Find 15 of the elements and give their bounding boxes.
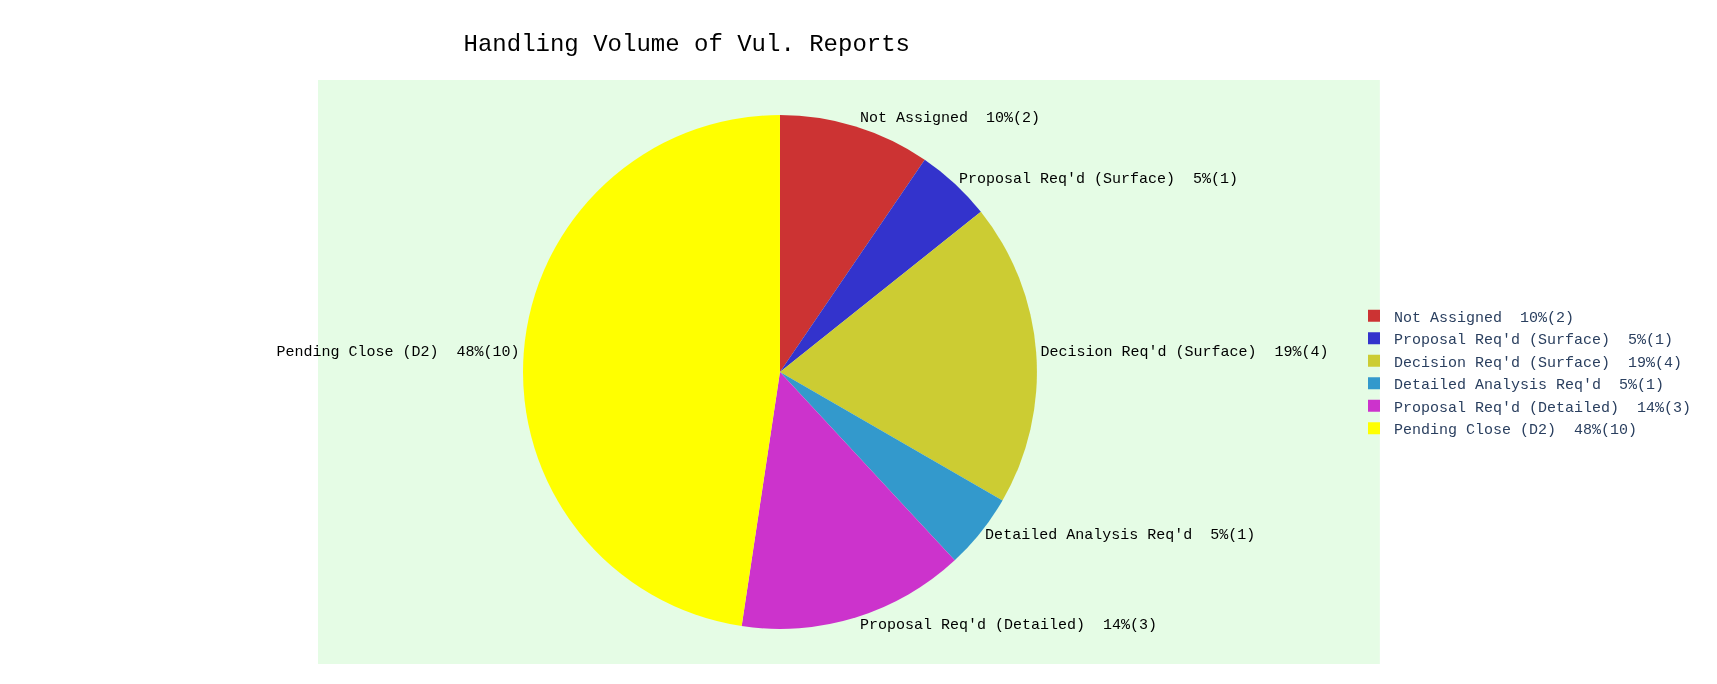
pie-slice — [523, 115, 780, 627]
legend-label: Decision Req'd (Surface) 19%(4) — [1394, 354, 1683, 372]
slice-label: Decision Req'd (Surface) 19%(4) — [1040, 344, 1329, 362]
legend-label: Pending Close (D2) 48%(10) — [1394, 422, 1638, 440]
legend-label: Not Assigned 10%(2) — [1394, 309, 1575, 327]
chart-title: Handling Volume of Vul. Reports — [463, 31, 911, 58]
slice-label: Proposal Req'd (Surface) 5%(1) — [958, 170, 1239, 188]
legend-label: Proposal Req'd (Detailed) 14%(3) — [1394, 399, 1692, 417]
slice-label: Not Assigned 10%(2) — [859, 110, 1040, 128]
slice-label: Detailed Analysis Req'd 5%(1) — [985, 527, 1256, 545]
legend-label: Proposal Req'd (Surface) 5%(1) — [1394, 332, 1674, 350]
legend-label: Detailed Analysis Req'd 5%(1) — [1394, 377, 1665, 395]
slice-label: Pending Close (D2) 48%(10) — [276, 344, 520, 362]
slice-label: Proposal Req'd (Detailed) 14%(3) — [859, 616, 1158, 634]
pie-slice — [779, 211, 1037, 501]
